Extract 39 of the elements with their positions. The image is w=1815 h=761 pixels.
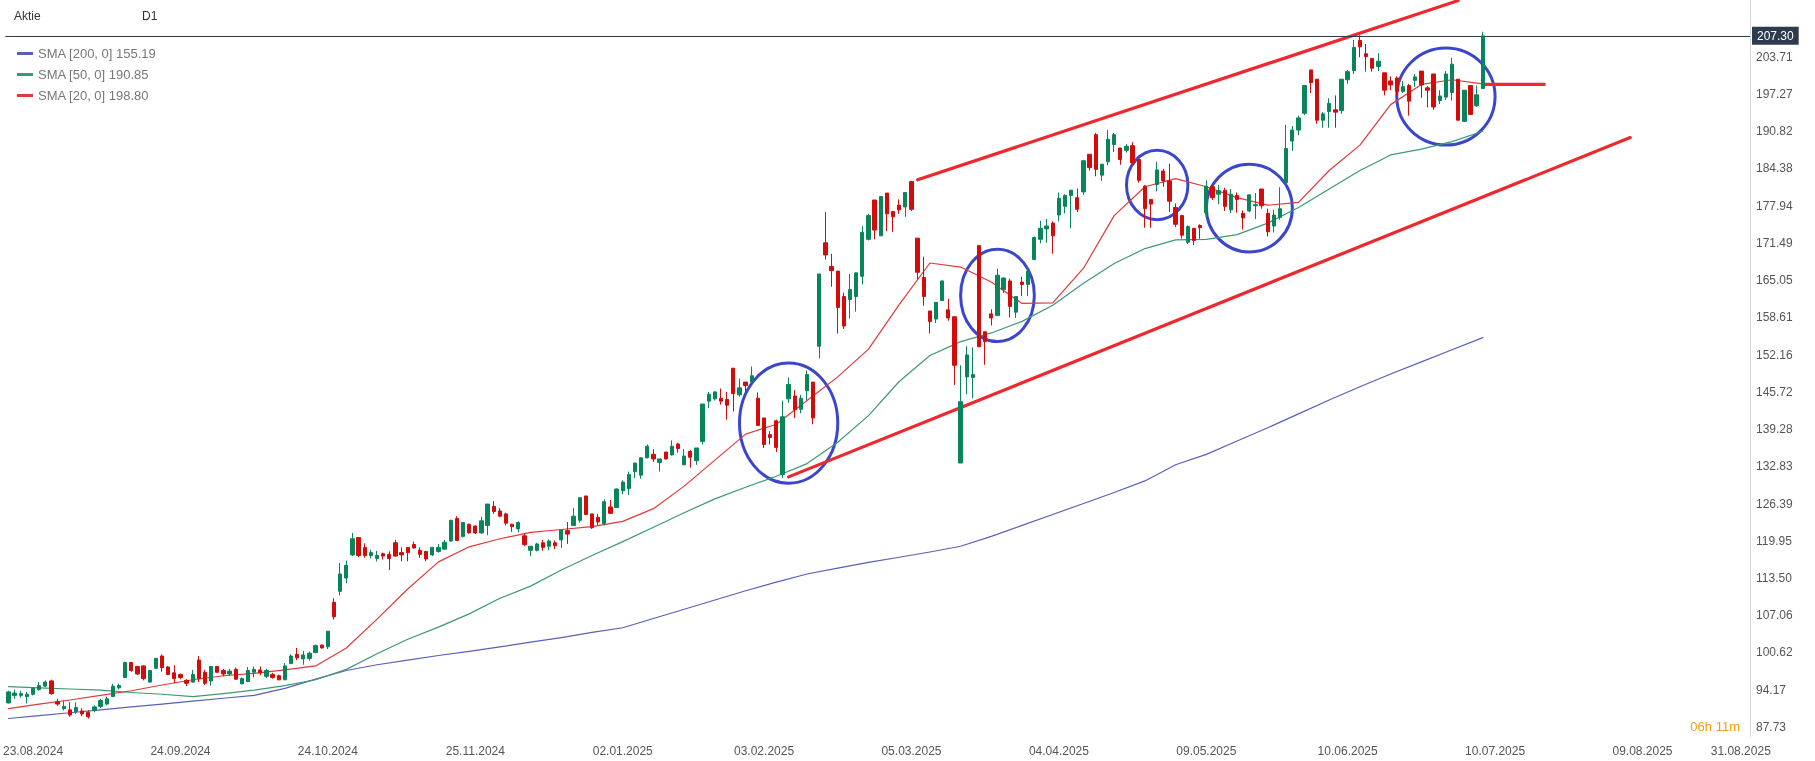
legend-label: SMA [50, 0] 190.85: [38, 67, 149, 82]
y-tick-label: 126.39: [1756, 496, 1794, 511]
y-tick-label: 94.17: [1756, 682, 1787, 697]
y-tick-label: 190.82: [1756, 124, 1794, 139]
x-tick-label: 23.08.2024: [3, 744, 64, 758]
y-tick-label: 107.06: [1756, 608, 1794, 623]
legend-label: SMA [200, 0] 155.19: [38, 46, 156, 61]
annotation: Aktie: [14, 9, 41, 23]
x-tick-label: 25.11.2024: [445, 744, 506, 758]
y-tick-label: 152.16: [1756, 347, 1794, 362]
y-tick-label: 139.28: [1756, 422, 1794, 437]
x-tick-label: 24.10.2024: [297, 744, 359, 758]
x-tick-label: 10.07.2025: [1465, 744, 1526, 758]
y-tick-label: 145.72: [1756, 384, 1794, 399]
y-tick-label: 177.94: [1756, 198, 1794, 213]
y-tick-label: 113.50: [1756, 571, 1793, 586]
y-tick-label: 119.95: [1756, 533, 1793, 548]
x-tick-label: 09.08.2025: [1612, 744, 1673, 758]
ref-line-label: 207.30: [1757, 28, 1795, 43]
y-tick-label: 171.49: [1756, 235, 1794, 250]
x-tick-label: 10.06.2025: [1317, 744, 1378, 758]
y-tick-label: 100.62: [1756, 645, 1794, 660]
y-tick-label: 158.61: [1756, 310, 1794, 325]
x-tick-label: 24.09.2024: [150, 744, 211, 758]
y-tick-label: 203.71: [1756, 49, 1794, 64]
x-tick-label: 02.01.2025: [592, 744, 654, 758]
x-tick-label: 09.05.2025: [1176, 744, 1237, 758]
y-tick-label: 165.05: [1756, 273, 1794, 288]
annotation: 06h 11m: [1690, 719, 1741, 734]
x-tick-label: 05.03.2025: [881, 744, 942, 758]
x-tick-label: 04.04.2025: [1028, 744, 1090, 758]
y-tick-label: 87.73: [1756, 720, 1787, 734]
x-tick-label: 03.02.2025: [734, 744, 795, 758]
legend-label: SMA [20, 0] 198.80: [38, 88, 149, 103]
y-tick-label: 184.38: [1756, 161, 1794, 176]
y-tick-label: 197.27: [1756, 86, 1794, 101]
x-tick-label: 31.08.2025: [1710, 744, 1772, 758]
y-tick-label: 132.83: [1756, 459, 1794, 474]
annotation: D1: [142, 9, 158, 23]
